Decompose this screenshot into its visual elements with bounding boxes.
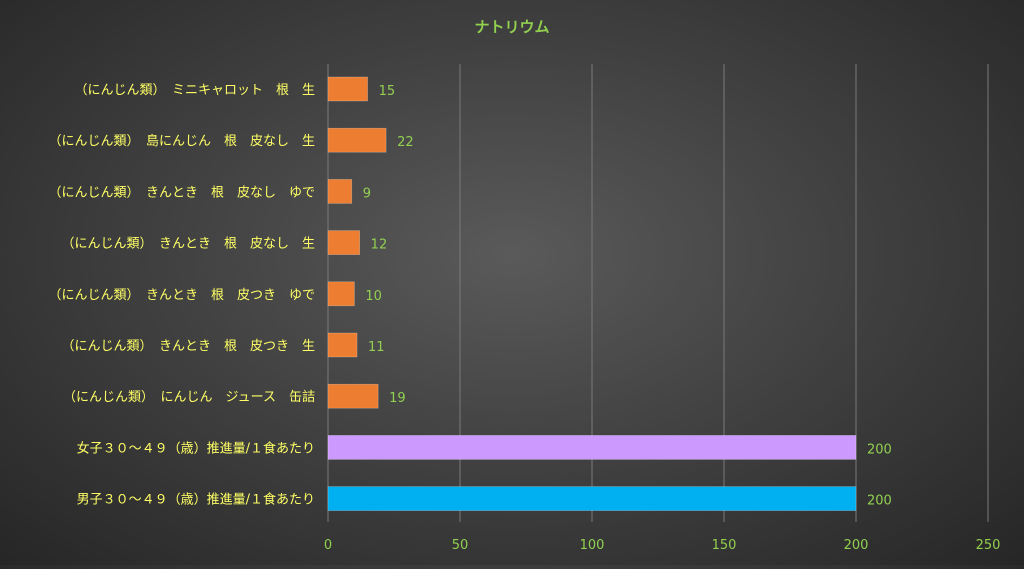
bar xyxy=(327,179,353,204)
x-tick-label: 100 xyxy=(580,538,605,553)
bars xyxy=(327,76,857,511)
bar xyxy=(327,76,368,102)
x-axis-tick-labels: 0 50 100 150 200 250 xyxy=(324,538,1001,553)
category-label: （にんじん類） ミニキャロット 根 生 xyxy=(74,83,315,98)
bar xyxy=(327,383,379,409)
x-tick-label: 200 xyxy=(844,538,869,553)
x-tick-label: 250 xyxy=(976,538,1001,553)
bar xyxy=(327,230,360,255)
category-label: 女子３０～４９（歳）推進量/１食あたり xyxy=(77,440,315,456)
data-labels: 15 22 9 12 10 11 19 200 200 xyxy=(363,84,892,509)
category-label: （にんじん類） きんとき 根 皮つき ゆで xyxy=(48,288,315,303)
category-label: 男子３０～４９（歳）推進量/１食あたり xyxy=(77,492,315,508)
data-label: 9 xyxy=(363,186,371,201)
category-label: （にんじん類） きんとき 根 皮なし ゆで xyxy=(48,185,315,200)
chart-title: ナトリウム xyxy=(474,18,549,36)
bar xyxy=(327,332,358,358)
category-labels: （にんじん類） ミニキャロット 根 生 （にんじん類） 島にんじん 根 皮なし 生… xyxy=(48,83,315,508)
data-label: 15 xyxy=(379,84,396,99)
data-label: 19 xyxy=(389,391,406,406)
x-tick-label: 150 xyxy=(712,538,737,553)
data-label: 200 xyxy=(867,442,892,457)
bar xyxy=(327,127,387,153)
data-label: 22 xyxy=(397,135,414,150)
bar xyxy=(327,486,857,511)
data-label: 200 xyxy=(867,494,892,509)
category-label: （にんじん類） きんとき 根 皮つき 生 xyxy=(61,339,315,354)
data-label: 10 xyxy=(365,289,382,304)
bar xyxy=(327,281,355,307)
bar xyxy=(327,435,857,460)
category-label: （にんじん類） きんとき 根 皮なし 生 xyxy=(61,237,315,252)
x-tick-label: 0 xyxy=(324,538,332,553)
data-label: 12 xyxy=(371,238,388,253)
category-label: （にんじん類） にんじん ジュース 缶詰 xyxy=(63,389,315,405)
category-label: （にんじん類） 島にんじん 根 皮なし 生 xyxy=(48,134,315,149)
x-tick-label: 50 xyxy=(452,538,469,553)
data-label: 11 xyxy=(368,340,385,355)
